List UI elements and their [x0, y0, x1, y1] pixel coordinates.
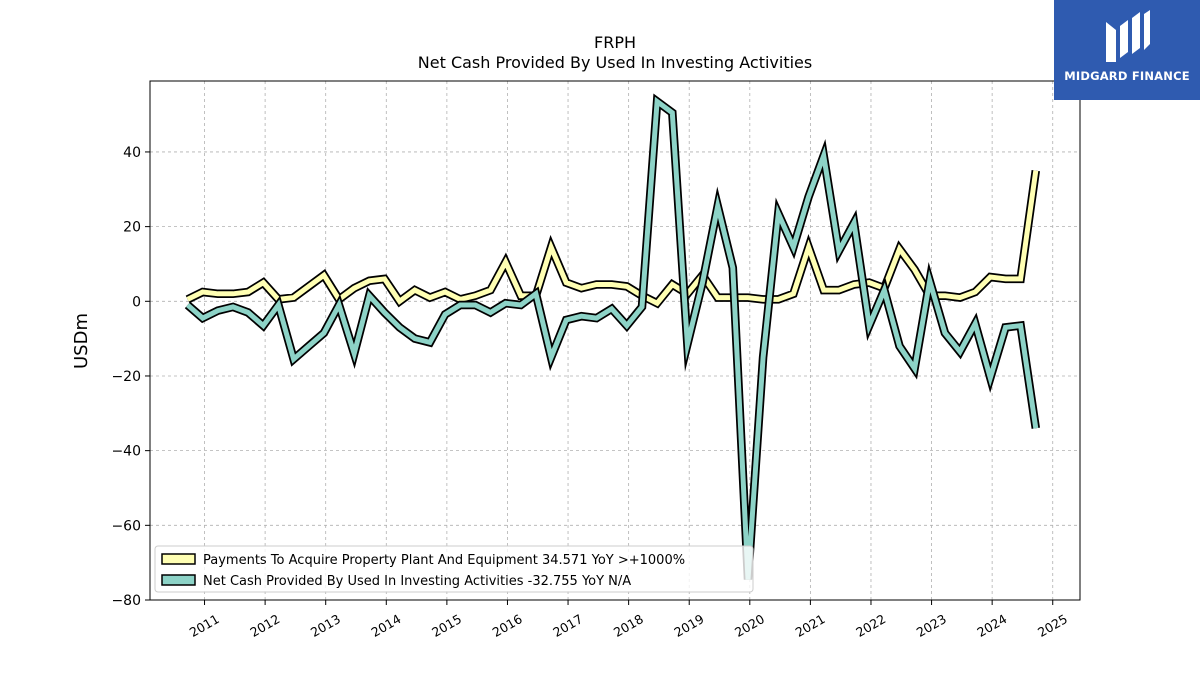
chart-subtitle: Net Cash Provided By Used In Investing A…	[418, 53, 812, 72]
y-tick-label: 20	[123, 220, 141, 236]
x-tick-label: 2024	[974, 611, 1009, 640]
legend-swatch	[161, 574, 196, 586]
legend-label: Net Cash Provided By Used In Investing A…	[203, 574, 631, 589]
x-axis: 2011 2012 2013 2014 2015 2016 2017 2018 2019 2020…	[187, 600, 1070, 640]
plot-frame	[149, 80, 1081, 601]
brand-logo: MIDGARD FINANCE	[1054, 0, 1200, 100]
x-tick-label: 2023	[914, 611, 949, 640]
legend-label: Payments To Acquire Property Plant And E…	[203, 553, 685, 568]
y-tick-label: −60	[111, 518, 141, 534]
series-layer	[184, 93, 1041, 580]
y-tick-label: −40	[111, 444, 141, 460]
x-tick-label: 2021	[793, 611, 828, 640]
x-tick-label: 2020	[732, 611, 767, 640]
y-axis-label: USDm	[71, 313, 92, 369]
legend: Payments To Acquire Property Plant And E…	[154, 545, 754, 593]
y-axis: −80 −60 −40 −20 0 20 40	[111, 145, 150, 609]
brand-name: MIDGARD FINANCE	[1064, 69, 1190, 83]
series-line-0	[186, 170, 1039, 307]
x-tick-label: 2022	[853, 611, 888, 640]
grid-lines	[150, 81, 1080, 601]
y-tick-label: −80	[111, 593, 141, 609]
x-tick-label: 2015	[429, 611, 464, 640]
legend-box	[154, 545, 754, 593]
y-tick-label: 40	[123, 145, 141, 161]
legend-swatch	[161, 553, 196, 565]
x-tick-label: 2012	[247, 611, 282, 640]
x-tick-label: 2019	[671, 611, 706, 640]
x-tick-label: 2016	[490, 611, 525, 640]
x-tick-label: 2011	[187, 611, 222, 640]
midgard-logo-icon	[1106, 10, 1150, 62]
x-tick-label: 2013	[308, 611, 343, 640]
x-tick-label: 2025	[1035, 611, 1070, 640]
y-tick-label: 0	[132, 294, 141, 310]
x-tick-label: 2017	[550, 611, 585, 640]
y-tick-label: −20	[111, 369, 141, 385]
x-tick-label: 2018	[611, 611, 646, 640]
series-line-1	[185, 96, 1039, 580]
x-tick-label: 2014	[369, 611, 404, 640]
chart-title: FRPH	[594, 33, 636, 52]
